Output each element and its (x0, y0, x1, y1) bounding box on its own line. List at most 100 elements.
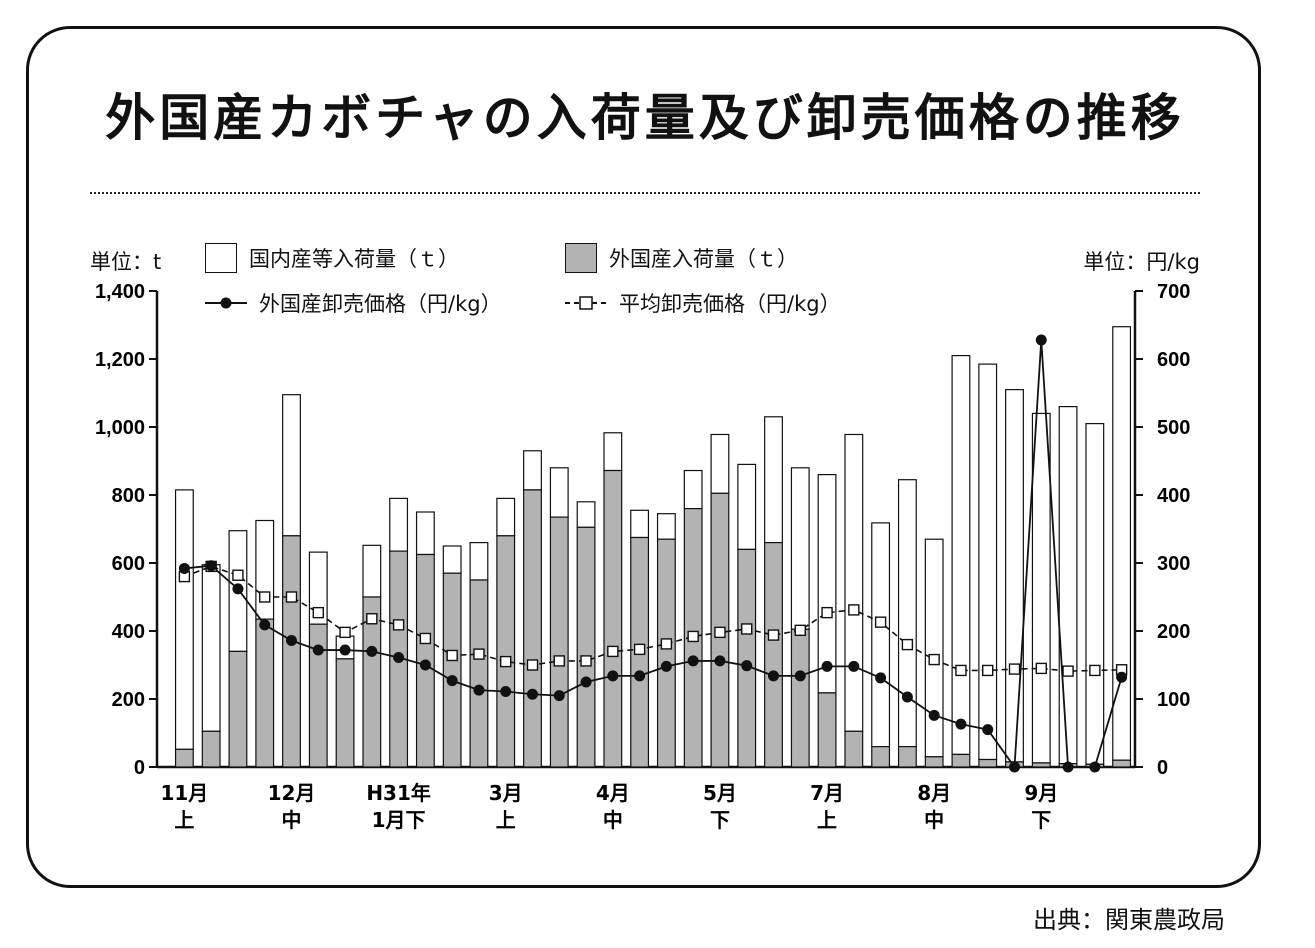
right-tick-label: 600 (1157, 349, 1190, 371)
avg-price-point (848, 604, 860, 616)
foreign-bar (335, 658, 355, 768)
foreign-bar (282, 535, 301, 768)
avg-price-point (955, 664, 967, 677)
domestic-bar (603, 432, 623, 472)
foreign-price-point (1009, 761, 1020, 773)
x-tick-label: 上 (817, 808, 837, 832)
foreign-bar (764, 541, 783, 768)
foreign-price-point (607, 670, 619, 682)
foreign-price-point (232, 583, 244, 595)
foreign-price-point (901, 691, 913, 703)
foreign-price-point (473, 684, 485, 696)
domestic-bar (1085, 423, 1105, 765)
domestic-bar (630, 509, 650, 539)
foreign-bar (737, 548, 757, 768)
foreign-bar (576, 526, 596, 768)
domestic-bar (389, 497, 409, 552)
x-tick-label: 中 (603, 808, 623, 832)
foreign-price-point (1035, 334, 1047, 346)
foreign-bar (523, 489, 542, 768)
foreign-price-point (1062, 761, 1074, 773)
avg-price-point (392, 619, 405, 631)
foreign-bar (790, 628, 810, 768)
foreign-price-point (1089, 761, 1101, 773)
right-tick-label: 400 (1157, 485, 1190, 507)
left-tick-label: 1,400 (95, 281, 145, 303)
right-tick-label: 300 (1157, 553, 1190, 575)
avg-price-point (741, 623, 753, 635)
foreign-bar (549, 516, 569, 768)
avg-price-point (982, 664, 994, 677)
source-note: 出典：関東農政局 (1033, 906, 1225, 934)
foreign-bar (871, 745, 891, 768)
foreign-bar (897, 745, 917, 768)
foreign-bar (308, 623, 328, 768)
avg-price-point (1062, 665, 1074, 677)
domestic-bar (924, 538, 944, 758)
legend-foreign-swatch (565, 243, 597, 273)
foreign-price-point (875, 672, 887, 684)
avg-price-point (821, 606, 833, 619)
foreign-price-point (714, 655, 726, 667)
x-tick-label: 4月 (596, 781, 630, 805)
foreign-price-point (1116, 671, 1128, 683)
x-tick-label: 下 (1031, 808, 1051, 832)
legend-avg-price: 平均卸売価格（円/kg） (565, 288, 841, 318)
title-divider (90, 192, 1200, 194)
left-tick-label: 200 (112, 689, 145, 711)
foreign-bar (1031, 762, 1051, 768)
chart-frame (26, 26, 1261, 888)
foreign-price-point (553, 690, 565, 702)
right-tick-label: 100 (1157, 689, 1190, 711)
right-tick-label: 0 (1157, 757, 1168, 779)
legend-domestic-swatch (205, 243, 237, 273)
foreign-price-point (205, 560, 217, 572)
domestic-bar (469, 541, 489, 581)
avg-price-point (633, 643, 646, 656)
domestic-bar (790, 467, 810, 630)
domestic-bar (951, 355, 971, 756)
domestic-bar (764, 416, 783, 544)
x-tick-label: 1月下 (372, 808, 426, 832)
avg-price-point (928, 653, 940, 666)
right-tick-label: 500 (1157, 417, 1190, 439)
chart-title: 外国産カボチャの入荷量及び卸売価格の推移 (105, 89, 1185, 147)
foreign-price-point (660, 660, 672, 672)
avg-price-point (339, 626, 351, 639)
domestic-bar (442, 545, 462, 574)
avg-price-point (607, 645, 619, 658)
foreign-bar (174, 748, 194, 768)
foreign-price-point (312, 644, 324, 656)
domestic-bar (174, 489, 194, 750)
x-tick-label: 中 (924, 808, 944, 832)
avg-price-point (874, 616, 887, 628)
foreign-bar (951, 753, 971, 768)
left-unit-label: 単位：t (90, 250, 162, 274)
left-tick-label: 1,000 (95, 417, 145, 439)
foreign-bar (817, 692, 837, 768)
left-tick-label: 400 (112, 621, 145, 643)
foreign-price-point (446, 675, 458, 687)
foreign-bar (924, 756, 944, 768)
domestic-bar (656, 513, 676, 540)
foreign-bar (201, 730, 221, 768)
foreign-price-point (768, 670, 779, 682)
foreign-bar (844, 730, 864, 768)
right-unit-label: 単位：円/kg (1083, 250, 1200, 274)
foreign-price-point (928, 709, 940, 721)
avg-price-point (526, 659, 539, 671)
foreign-price-point (821, 660, 833, 672)
domestic-bar (871, 522, 891, 748)
foreign-price-point (741, 660, 753, 672)
foreign-price-point (419, 659, 431, 671)
foreign-price-point (500, 686, 512, 698)
x-tick-label: 上 (174, 808, 194, 832)
foreign-bar (496, 535, 516, 768)
foreign-bar (255, 618, 275, 768)
avg-price-point (1089, 664, 1101, 677)
avg-price-point (232, 569, 244, 581)
legend-avg-price-label: 平均卸売価格（円/kg） (619, 292, 841, 316)
avg-price-point (500, 655, 512, 668)
avg-price-point (419, 632, 432, 645)
